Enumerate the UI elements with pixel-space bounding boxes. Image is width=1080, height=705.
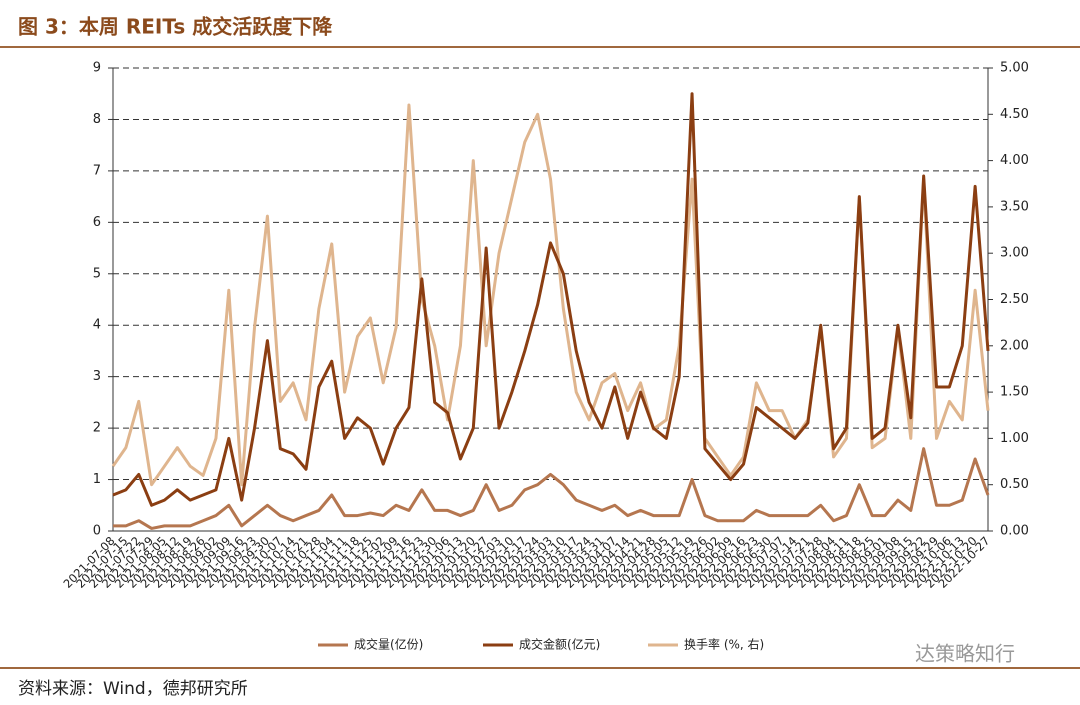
legend-label: 成交金额(亿元) xyxy=(519,637,600,652)
y2-tick-label: 3.50 xyxy=(1000,199,1029,214)
y-tick-label: 7 xyxy=(93,163,101,178)
watermark: 达策略知行 xyxy=(915,642,1015,666)
y-tick-label: 9 xyxy=(93,61,101,76)
y2-tick-label: 2.00 xyxy=(1000,338,1029,353)
y-tick-label: 0 xyxy=(93,524,101,539)
legend-label: 换手率 (%, 右) xyxy=(684,637,764,652)
y-tick-label: 2 xyxy=(93,421,101,436)
y-tick-label: 3 xyxy=(93,369,101,384)
y2-tick-label: 1.50 xyxy=(1000,385,1029,400)
legend-label: 成交量(亿份) xyxy=(354,637,423,652)
y2-tick-label: 0.00 xyxy=(1000,524,1029,539)
series-line xyxy=(113,447,990,530)
y-tick-label: 8 xyxy=(93,112,101,127)
y2-tick-label: 3.00 xyxy=(1000,246,1029,261)
chart-title: 图 3：本周 REITs 成交活跃度下降 xyxy=(18,15,333,39)
y2-tick-label: 1.00 xyxy=(1000,431,1029,446)
y2-tick-label: 2.50 xyxy=(1000,292,1029,307)
y2-tick-label: 4.00 xyxy=(1000,153,1029,168)
y2-tick-label: 0.50 xyxy=(1000,477,1029,492)
y2-tick-label: 5.00 xyxy=(1000,61,1029,76)
y-tick-label: 4 xyxy=(93,318,101,333)
y2-tick-label: 4.50 xyxy=(1000,107,1029,122)
series-line xyxy=(111,103,990,487)
y-tick-label: 1 xyxy=(93,472,101,487)
y-tick-label: 5 xyxy=(93,266,101,281)
series-line xyxy=(112,92,990,507)
y-tick-label: 6 xyxy=(93,215,101,230)
source-note: 资料来源：Wind，德邦研究所 xyxy=(18,679,248,699)
